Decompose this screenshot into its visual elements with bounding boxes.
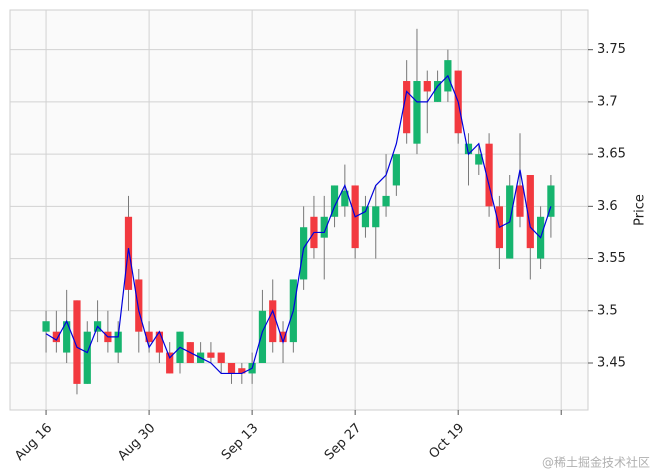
candle-body: [258, 310, 267, 364]
candle-body: [361, 206, 370, 228]
candle-body: [207, 352, 215, 358]
candle-body: [300, 227, 308, 280]
candle-body: [155, 331, 163, 353]
moving-average-line: [45, 74, 552, 375]
candle-body: [63, 321, 71, 353]
candle-body: [269, 300, 277, 343]
candle-body: [73, 300, 81, 384]
x-tick-label: Aug 30: [115, 421, 158, 464]
candle-body: [485, 143, 493, 207]
candle-body: [547, 185, 555, 217]
candle-body: [114, 331, 122, 353]
candle-body: [392, 154, 400, 186]
candle-body: [124, 216, 133, 290]
candle-body: [403, 81, 411, 134]
plot-area: [9, 9, 589, 411]
candle-body: [433, 81, 442, 102]
candle-body: [238, 368, 246, 374]
candle-body: [217, 352, 225, 364]
y-tick-label: 3.6: [597, 199, 618, 214]
candle-body: [320, 216, 328, 238]
y-tick-label: 3.55: [597, 251, 626, 266]
candle-body: [516, 185, 524, 217]
candle-body: [279, 331, 287, 343]
candle-body: [145, 331, 153, 343]
candle-body: [227, 363, 236, 374]
y-tick-label: 3.5: [597, 303, 618, 318]
y-axis-label: Price: [633, 194, 648, 226]
candle-body: [475, 154, 483, 165]
candle-body: [42, 321, 50, 332]
candle-body: [83, 331, 91, 384]
candle-body: [413, 81, 421, 144]
y-tick-label: 3.75: [597, 42, 626, 57]
candle-body: [330, 185, 339, 217]
x-tick-label: Aug 16: [12, 421, 55, 464]
candle-body: [372, 206, 380, 228]
y-tick-label: 3.65: [597, 147, 626, 162]
candle-body: [341, 190, 349, 207]
candle-body: [166, 352, 174, 374]
x-tick-label: Oct 19: [426, 421, 467, 462]
y-tick-label: 3.7: [597, 94, 618, 109]
x-tick-label: Sep 27: [322, 421, 365, 464]
candle-body: [423, 81, 431, 92]
candle-body: [382, 195, 390, 207]
candle-body: [52, 331, 60, 343]
x-tick-label: Sep 13: [219, 421, 262, 464]
watermark: @稀土掘金技术社区: [542, 455, 650, 470]
candle-body: [526, 175, 534, 249]
y-tick-label: 3.45: [597, 356, 626, 371]
candle-body: [464, 143, 473, 155]
candle-body: [135, 279, 143, 332]
